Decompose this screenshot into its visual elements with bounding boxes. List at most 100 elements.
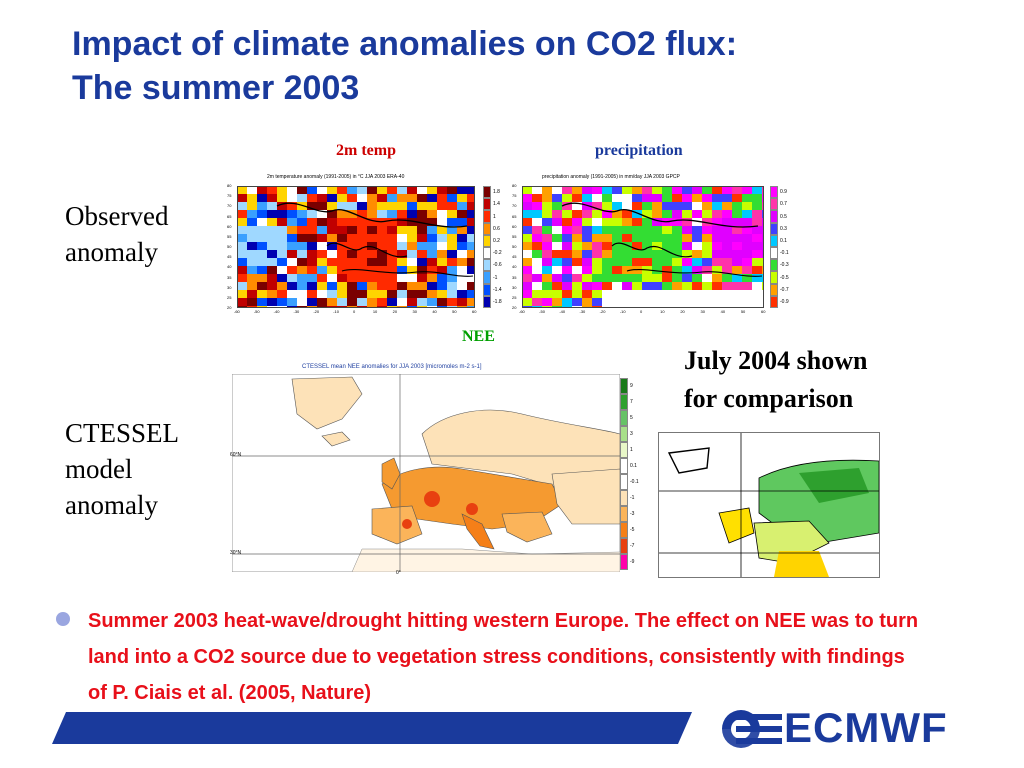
map-grid-cell	[552, 250, 562, 258]
map-grid-cell	[672, 186, 682, 194]
temp-x-axis: -60 -50 -40 -30 -20 -10 0 10 20 30 40 50 60	[234, 309, 476, 318]
map-grid-cell	[622, 298, 632, 306]
map-grid-cell	[267, 226, 277, 234]
map-grid-cell	[307, 242, 317, 250]
footer-bar	[52, 712, 692, 744]
map-grid-cell	[712, 282, 722, 290]
map-grid-cell	[692, 194, 702, 202]
map-grid-cell	[582, 210, 592, 218]
map-grid-cell	[427, 250, 437, 258]
map-grid-cell	[582, 298, 592, 306]
map-grid-cell	[702, 258, 712, 266]
precip-legend-swatch	[770, 210, 778, 223]
map-grid-cell	[702, 242, 712, 250]
map-grid-cell	[562, 210, 572, 218]
map-grid-cell	[732, 234, 742, 242]
map-grid-cell	[297, 266, 307, 274]
map-grid-cell	[327, 274, 337, 282]
map-grid-cell	[457, 202, 467, 210]
map-grid-cell	[257, 298, 267, 306]
july-comparison-label: July 2004 shown for comparison	[684, 346, 868, 413]
map-grid-cell	[582, 218, 592, 226]
map-grid-cell	[612, 290, 622, 298]
map-grid-cell	[317, 282, 327, 290]
bullet-icon	[56, 612, 70, 626]
map-grid-cell	[237, 218, 247, 226]
map-grid-cell	[287, 290, 297, 298]
map-grid-cell	[257, 258, 267, 266]
map-grid-cell	[662, 242, 672, 250]
map-grid-cell	[257, 274, 267, 282]
map-grid-cell	[307, 186, 317, 194]
map-grid-cell	[682, 274, 692, 282]
map-grid-cell	[447, 298, 457, 306]
map-grid-cell	[672, 266, 682, 274]
map-grid-cell	[622, 210, 632, 218]
map-grid-cell	[702, 298, 712, 306]
map-grid-cell	[692, 186, 702, 194]
precip-label: precipitation	[595, 142, 683, 159]
nee-legend-label: -3	[630, 511, 635, 517]
map-grid-cell	[307, 218, 317, 226]
map-grid-cell	[552, 194, 562, 202]
map-grid-cell	[632, 226, 642, 234]
map-grid-cell	[652, 258, 662, 266]
precip-legend-swatch	[770, 295, 778, 308]
map-grid-cell	[247, 234, 257, 242]
map-grid-cell	[347, 282, 357, 290]
map-grid-cell	[712, 266, 722, 274]
nee-map-canvas	[232, 374, 620, 572]
nee-legend-swatch	[620, 378, 628, 394]
map-grid-cell	[572, 210, 582, 218]
map-grid-cell	[702, 194, 712, 202]
temp-anomaly-map: 2m temperature anomaly (1991-2005) in °C…	[227, 172, 505, 320]
nee-legend-swatch	[620, 490, 628, 506]
map-grid-cell	[277, 226, 287, 234]
map-grid-cell	[397, 290, 407, 298]
map-grid-cell	[237, 298, 247, 306]
temp-legend-swatch	[483, 198, 491, 211]
map-grid-cell	[532, 282, 542, 290]
map-grid-cell	[742, 218, 752, 226]
map-grid-cell	[552, 282, 562, 290]
map-grid-cell	[612, 274, 622, 282]
map-grid-cell	[682, 298, 692, 306]
map-grid-cell	[277, 186, 287, 194]
map-grid-cell	[287, 202, 297, 210]
map-grid-cell	[642, 298, 652, 306]
temp-x-tick-label: -50	[253, 309, 260, 314]
map-grid-cell	[447, 242, 457, 250]
map-grid-cell	[632, 218, 642, 226]
map-grid-cell	[752, 210, 762, 218]
nee-legend-label: -5	[630, 527, 635, 533]
map-grid-cell	[702, 290, 712, 298]
map-grid-cell	[602, 202, 612, 210]
map-grid-cell	[562, 242, 572, 250]
map-grid-cell	[347, 250, 357, 258]
map-grid-cell	[447, 282, 457, 290]
map-grid-cell	[417, 266, 427, 274]
nee-anomaly-map: CTESSEL mean NEE anomalies for JJA 2003 …	[230, 364, 642, 576]
map-grid-cell	[367, 266, 377, 274]
map-grid-cell	[287, 242, 297, 250]
precip-legend-label: -0.3	[780, 262, 789, 269]
map-grid-cell	[712, 218, 722, 226]
map-grid-cell	[552, 290, 562, 298]
map-grid-cell	[662, 298, 672, 306]
map-grid-cell	[652, 186, 662, 194]
precip-legend-swatch	[770, 198, 778, 211]
map-grid-cell	[407, 282, 417, 290]
map-grid-cell	[542, 218, 552, 226]
map-grid-cell	[752, 226, 762, 234]
map-grid-cell	[672, 250, 682, 258]
map-grid-cell	[602, 194, 612, 202]
map-grid-cell	[307, 210, 317, 218]
map-grid-cell	[562, 298, 572, 306]
map-grid-cell	[287, 234, 297, 242]
map-grid-cell	[337, 202, 347, 210]
map-grid-cell	[652, 290, 662, 298]
map-grid-cell	[612, 210, 622, 218]
map-grid-cell	[592, 290, 602, 298]
map-grid-cell	[702, 266, 712, 274]
map-grid-cell	[327, 258, 337, 266]
